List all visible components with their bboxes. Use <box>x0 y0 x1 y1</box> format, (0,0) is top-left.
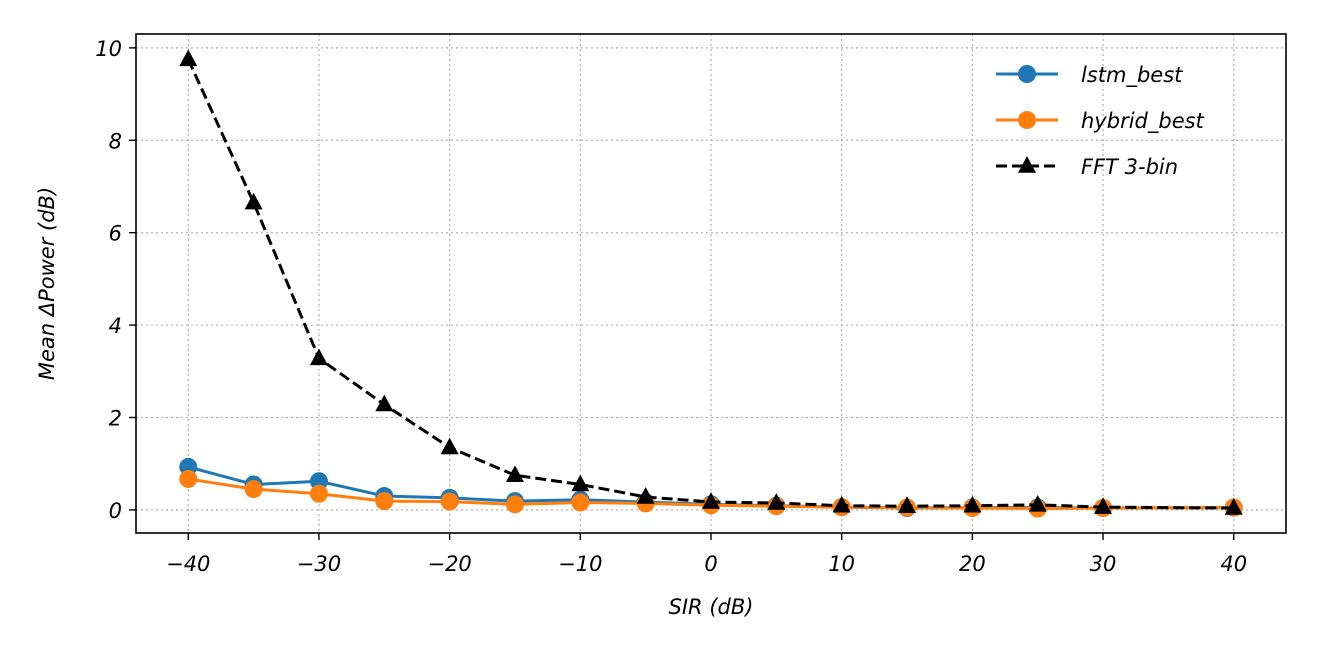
x-tick-label: 0 <box>704 552 717 576</box>
data-point <box>963 495 982 513</box>
data-point <box>505 495 524 514</box>
x-tick-label: 10 <box>828 552 855 576</box>
data-point <box>375 394 394 412</box>
data-point <box>1224 498 1243 515</box>
y-tick-label: 2 <box>109 406 122 430</box>
data-point <box>571 493 590 512</box>
data-point <box>571 474 590 492</box>
data-point <box>1094 497 1113 514</box>
series-line <box>188 477 1234 511</box>
data-point <box>309 348 328 366</box>
data-point <box>179 469 198 488</box>
data-point <box>440 437 459 455</box>
x-tick-label: 20 <box>959 552 986 576</box>
legend-label: lstm_best <box>1081 63 1183 88</box>
y-tick-label: 6 <box>109 222 122 246</box>
data-point <box>702 492 720 509</box>
data-point <box>244 480 263 499</box>
series-layer <box>179 49 1243 518</box>
data-point <box>179 49 198 67</box>
data-point <box>244 192 263 210</box>
data-point <box>767 493 786 510</box>
data-point <box>505 465 524 482</box>
legend-item: FFT 3-bin <box>996 155 1178 179</box>
data-point <box>375 492 394 511</box>
x-tick-label: 30 <box>1090 552 1117 576</box>
y-tick-label: 8 <box>109 129 122 153</box>
legend-label: hybrid_best <box>1081 109 1205 134</box>
legend: lstm_best hybrid_best FFT 3-bin <box>996 63 1205 179</box>
x-tick-label: −20 <box>427 552 471 576</box>
data-point <box>832 495 851 513</box>
x-tick-label: 40 <box>1220 552 1247 576</box>
legend-marker <box>1018 111 1036 129</box>
data-point <box>309 472 328 491</box>
legend-marker <box>1018 65 1036 83</box>
grid <box>136 34 1286 533</box>
ticks: −40 −30 −20 −10 0 10 20 30 40 0 2 4 6 8 10 <box>95 37 1247 576</box>
x-tick-label: −40 <box>166 552 210 576</box>
data-point <box>636 487 655 504</box>
series-fft-3-bin <box>179 49 1243 515</box>
y-tick-label: 0 <box>109 499 122 523</box>
data-point <box>1028 494 1047 512</box>
y-tick-label: 10 <box>95 37 122 61</box>
x-axis-label: SIR (dB) <box>669 595 754 619</box>
legend-label: FFT 3-bin <box>1081 155 1178 179</box>
series-line <box>186 58 1234 510</box>
data-point <box>309 484 328 503</box>
legend-item: hybrid_best <box>996 109 1205 134</box>
legend-item: lstm_best <box>996 63 1183 88</box>
data-point <box>898 496 917 513</box>
y-axis-label: Mean ΔPower (dB) <box>35 187 59 380</box>
x-tick-label: −10 <box>558 552 602 576</box>
legend-marker <box>1018 156 1036 173</box>
data-point <box>440 492 459 511</box>
y-tick-label: 4 <box>109 314 122 338</box>
x-tick-label: −30 <box>297 552 341 576</box>
